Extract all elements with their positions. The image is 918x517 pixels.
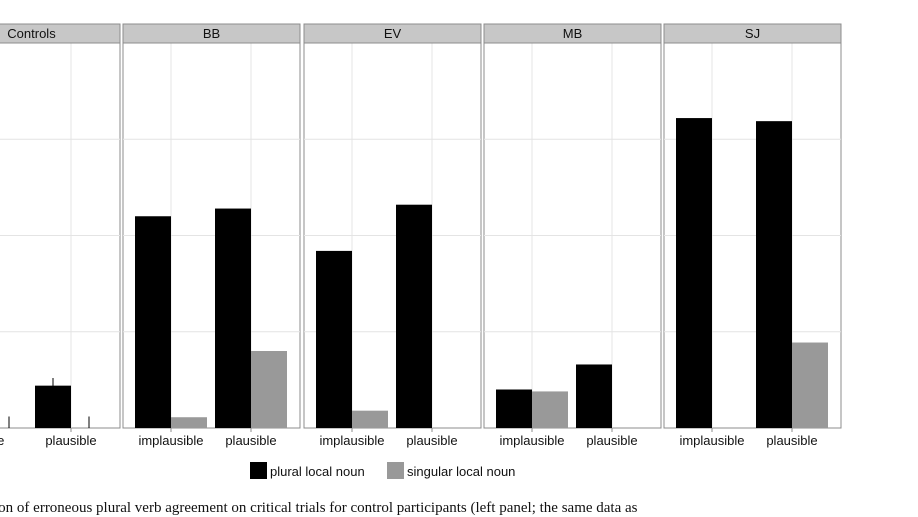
x-tick-label: plausible xyxy=(586,433,637,448)
figure-caption: ion of erroneous plural verb agreement o… xyxy=(0,500,638,516)
bar-singular-implausible xyxy=(532,391,568,428)
bar-plural-implausible xyxy=(135,216,171,428)
legend-swatch-singular xyxy=(387,462,404,479)
facet-label: MB xyxy=(563,26,583,41)
bar-plural-plausible xyxy=(215,208,251,428)
bar-plural-plausible xyxy=(756,121,792,428)
bar-plural-implausible xyxy=(676,118,712,428)
x-tick-label: plausible xyxy=(45,433,96,448)
bar-singular-plausible xyxy=(251,351,287,428)
facet-strip xyxy=(483,23,662,44)
x-tick-label: implausible xyxy=(679,433,744,448)
bar-plural-implausible xyxy=(316,250,352,428)
x-tick-label: plausible xyxy=(225,433,276,448)
bar-singular-implausible xyxy=(352,410,388,428)
panels: Controls sible plausible BB implausible plaus… xyxy=(0,23,842,448)
legend-swatch-plural xyxy=(250,462,267,479)
legend-label: singular local noun xyxy=(407,464,515,479)
facet-strip xyxy=(663,23,842,44)
x-tick-label: implausible xyxy=(319,433,384,448)
legend: plural local noun singular local noun xyxy=(250,462,515,479)
bar-plural-implausible xyxy=(496,389,532,428)
faceted-bar-chart: Controls sible plausible BB implausible plaus… xyxy=(0,23,842,479)
panel-bb: BB implausible plausible xyxy=(122,23,301,448)
facet-strip xyxy=(0,23,121,44)
panel-sj: SJ implausible plausible xyxy=(663,23,842,448)
bar-plural-plausible xyxy=(576,364,612,428)
panel-ev: EV implausible plausible xyxy=(303,23,482,448)
facet-strip xyxy=(122,23,301,44)
bar-plural-plausible xyxy=(396,204,432,428)
legend-label: plural local noun xyxy=(270,464,365,479)
bar-singular-plausible xyxy=(792,342,828,428)
x-tick-label: sible xyxy=(0,433,4,448)
facet-label: SJ xyxy=(745,26,760,41)
x-tick-label: implausible xyxy=(138,433,203,448)
x-tick-label: implausible xyxy=(499,433,564,448)
panel-controls: Controls sible plausible xyxy=(0,23,121,448)
facet-label: Controls xyxy=(7,26,56,41)
facet-strip xyxy=(303,23,482,44)
facet-label: BB xyxy=(203,26,220,41)
panel-mb: MB implausible plausible xyxy=(483,23,662,448)
x-tick-label: plausible xyxy=(406,433,457,448)
facet-label: EV xyxy=(384,26,402,41)
bar-singular-implausible xyxy=(171,417,207,428)
x-tick-label: plausible xyxy=(766,433,817,448)
